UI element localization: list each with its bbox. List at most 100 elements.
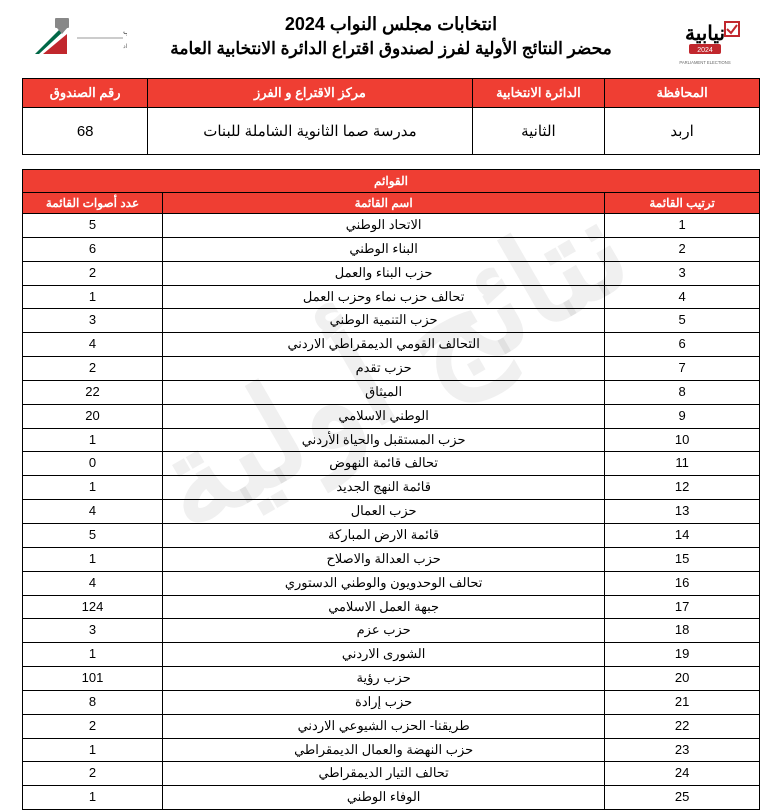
cell-votes: 101: [23, 667, 163, 691]
table-row: 15حزب العدالة والاصلاح1: [23, 547, 760, 571]
svg-text:الهيئة المستقلة للانتخاب: الهيئة المستقلة للانتخاب: [123, 27, 127, 36]
cell-votes: 2: [23, 261, 163, 285]
cell-name: حزب رؤية: [163, 667, 605, 691]
table-row: 9الوطني الاسلامي20: [23, 404, 760, 428]
info-header-box: رقم الصندوق: [23, 79, 148, 108]
cell-name: حزب عزم: [163, 619, 605, 643]
cell-votes: 5: [23, 214, 163, 238]
cell-name: الوطني الاسلامي: [163, 404, 605, 428]
cell-name: طريقنا- الحزب الشيوعي الاردني: [163, 714, 605, 738]
table-row: 24تحالف التيار الديمقراطي2: [23, 762, 760, 786]
cell-rank: 25: [605, 786, 760, 810]
cell-name: التحالف القومي الديمقراطي الاردني: [163, 333, 605, 357]
cell-votes: 4: [23, 571, 163, 595]
cell-rank: 9: [605, 404, 760, 428]
cell-name: تحالف الوحدويون والوطني الدستوري: [163, 571, 605, 595]
results-header-rank: ترتيب القائمة: [605, 193, 760, 214]
cell-rank: 6: [605, 333, 760, 357]
cell-rank: 22: [605, 714, 760, 738]
cell-rank: 15: [605, 547, 760, 571]
cell-name: البناء الوطني: [163, 237, 605, 261]
info-header-district: الدائرة الانتخابية: [472, 79, 605, 108]
cell-votes: 1: [23, 786, 163, 810]
cell-votes: 1: [23, 285, 163, 309]
cell-votes: 4: [23, 333, 163, 357]
cell-name: تحالف حزب نماء وحزب العمل: [163, 285, 605, 309]
cell-rank: 1: [605, 214, 760, 238]
cell-name: حزب المستقبل والحياة الأردني: [163, 428, 605, 452]
cell-rank: 17: [605, 595, 760, 619]
table-row: 10حزب المستقبل والحياة الأردني1: [23, 428, 760, 452]
cell-votes: 2: [23, 762, 163, 786]
cell-rank: 5: [605, 309, 760, 333]
cell-votes: 1: [23, 643, 163, 667]
title-block: انتخابات مجلس النواب 2024 محضر النتائج ا…: [132, 14, 650, 59]
cell-name: حزب العمال: [163, 500, 605, 524]
cell-votes: 20: [23, 404, 163, 428]
cell-rank: 10: [605, 428, 760, 452]
table-row: 11تحالف قائمة النهوض0: [23, 452, 760, 476]
cell-votes: 124: [23, 595, 163, 619]
cell-rank: 24: [605, 762, 760, 786]
table-row: 23حزب النهضة والعمال الديمقراطي1: [23, 738, 760, 762]
cell-name: جبهة العمل الاسلامي: [163, 595, 605, 619]
results-header-votes: عدد أصوات القائمة: [23, 193, 163, 214]
table-row: 19الشورى الاردني1: [23, 643, 760, 667]
cell-name: حزب تقدم: [163, 357, 605, 381]
cell-votes: 0: [23, 452, 163, 476]
cell-votes: 5: [23, 523, 163, 547]
cell-votes: 1: [23, 738, 163, 762]
info-district: الثانية: [472, 108, 605, 155]
cell-rank: 19: [605, 643, 760, 667]
cell-name: قائمة النهج الجديد: [163, 476, 605, 500]
iec-logo: الهيئة المستقلة للانتخاب أمانة . نزاهة .…: [22, 14, 132, 70]
cell-rank: 3: [605, 261, 760, 285]
cell-votes: 1: [23, 547, 163, 571]
cell-votes: 8: [23, 690, 163, 714]
info-value-row: اربد الثانية مدرسة صما الثانوية الشاملة …: [23, 108, 760, 155]
results-columns-header: ترتيب القائمة اسم القائمة عدد أصوات القا…: [23, 193, 760, 214]
svg-text:نيابية: نيابية: [685, 23, 725, 45]
cell-votes: 1: [23, 428, 163, 452]
cell-rank: 7: [605, 357, 760, 381]
svg-text:أمانة . نزاهة . حياد: أمانة . نزاهة . حياد: [123, 41, 127, 50]
table-row: 4تحالف حزب نماء وحزب العمل1: [23, 285, 760, 309]
table-row: 16تحالف الوحدويون والوطني الدستوري4: [23, 571, 760, 595]
cell-rank: 13: [605, 500, 760, 524]
cell-name: الشورى الاردني: [163, 643, 605, 667]
cell-name: حزب التنمية الوطني: [163, 309, 605, 333]
cell-votes: 4: [23, 500, 163, 524]
cell-rank: 20: [605, 667, 760, 691]
page-subtitle: محضر النتائج الأولية لفرز لصندوق اقتراع …: [132, 39, 650, 59]
table-row: 8الميثاق22: [23, 380, 760, 404]
info-header-governorate: المحافظة: [605, 79, 760, 108]
results-table: القوائم ترتيب القائمة اسم القائمة عدد أص…: [22, 169, 760, 810]
table-row: 2البناء الوطني6: [23, 237, 760, 261]
table-row: 3حزب البناء والعمل2: [23, 261, 760, 285]
table-row: 14قائمة الارض المباركة5: [23, 523, 760, 547]
results-section-header: القوائم: [23, 170, 760, 193]
cell-name: الاتحاد الوطني: [163, 214, 605, 238]
table-row: 18حزب عزم3: [23, 619, 760, 643]
cell-votes: 22: [23, 380, 163, 404]
cell-name: حزب العدالة والاصلاح: [163, 547, 605, 571]
table-row: 21حزب إرادة8: [23, 690, 760, 714]
cell-rank: 14: [605, 523, 760, 547]
results-header-name: اسم القائمة: [163, 193, 605, 214]
info-header-row: المحافظة الدائرة الانتخابية مركز الاقترا…: [23, 79, 760, 108]
cell-name: قائمة الارض المباركة: [163, 523, 605, 547]
cell-rank: 4: [605, 285, 760, 309]
table-row: 6التحالف القومي الديمقراطي الاردني4: [23, 333, 760, 357]
cell-votes: 1: [23, 476, 163, 500]
info-table: المحافظة الدائرة الانتخابية مركز الاقترا…: [22, 78, 760, 155]
info-governorate: اربد: [605, 108, 760, 155]
cell-name: الوفاء الوطني: [163, 786, 605, 810]
table-row: 5حزب التنمية الوطني3: [23, 309, 760, 333]
cell-name: تحالف قائمة النهوض: [163, 452, 605, 476]
cell-name: تحالف التيار الديمقراطي: [163, 762, 605, 786]
cell-rank: 16: [605, 571, 760, 595]
cell-votes: 3: [23, 309, 163, 333]
table-row: 17جبهة العمل الاسلامي124: [23, 595, 760, 619]
info-center: مدرسة صما الثانوية الشاملة للبنات: [148, 108, 472, 155]
cell-rank: 8: [605, 380, 760, 404]
